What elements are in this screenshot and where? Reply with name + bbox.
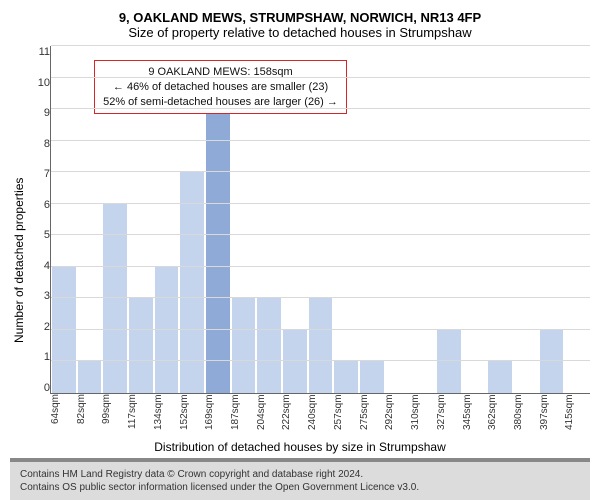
annotation-line2: ← 46% of detached houses are smaller (23… xyxy=(103,80,338,95)
y-axis-label: Number of detached properties xyxy=(10,46,28,434)
x-tick: 327sqm xyxy=(436,394,462,434)
bar xyxy=(308,298,334,393)
x-tick: 117sqm xyxy=(127,394,153,434)
gridline xyxy=(51,108,590,109)
x-tick: 82sqm xyxy=(76,394,102,434)
y-tick: 2 xyxy=(28,321,50,333)
chart-container: 9, OAKLAND MEWS, STRUMPSHAW, NORWICH, NR… xyxy=(0,0,600,500)
gridline xyxy=(51,329,590,330)
x-tick: 292sqm xyxy=(384,394,410,434)
y-tick: 1 xyxy=(28,351,50,363)
bar-highlight xyxy=(205,109,231,393)
annotation-box: 9 OAKLAND MEWS: 158sqm ← 46% of detached… xyxy=(94,60,347,115)
bar-slot xyxy=(359,46,385,393)
y-tick: 9 xyxy=(28,107,50,119)
gridline xyxy=(51,171,590,172)
x-tick: 310sqm xyxy=(410,394,436,434)
bar-slot xyxy=(487,46,513,393)
x-tick: 240sqm xyxy=(307,394,333,434)
x-tick: 64sqm xyxy=(50,394,76,434)
x-tick: 362sqm xyxy=(487,394,513,434)
bar-slot xyxy=(513,46,539,393)
bar-slot xyxy=(539,46,565,393)
chart-title-line1: 9, OAKLAND MEWS, STRUMPSHAW, NORWICH, NR… xyxy=(10,10,590,25)
x-tick: 99sqm xyxy=(101,394,127,434)
y-tick: 11 xyxy=(28,46,50,58)
gridline xyxy=(51,140,590,141)
x-tick: 380sqm xyxy=(513,394,539,434)
y-tick: 6 xyxy=(28,199,50,211)
bar-slot xyxy=(51,46,77,393)
chart-body: Number of detached properties 1110987654… xyxy=(10,46,590,434)
x-tick: 257sqm xyxy=(333,394,359,434)
x-axis-label: Distribution of detached houses by size … xyxy=(10,434,590,458)
footer: Contains HM Land Registry data © Crown c… xyxy=(10,458,590,500)
gridline xyxy=(51,45,590,46)
y-tick: 3 xyxy=(28,290,50,302)
x-tick: 169sqm xyxy=(204,394,230,434)
x-tick: 275sqm xyxy=(359,394,385,434)
y-tick: 10 xyxy=(28,77,50,89)
bar xyxy=(128,298,154,393)
y-axis-ticks: 11109876543210 xyxy=(28,46,50,434)
bar xyxy=(487,361,513,393)
bar xyxy=(256,298,282,393)
y-tick: 8 xyxy=(28,138,50,150)
bar xyxy=(231,298,257,393)
y-tick: 4 xyxy=(28,260,50,272)
x-tick: 204sqm xyxy=(256,394,282,434)
x-tick: 187sqm xyxy=(230,394,256,434)
bar-slot xyxy=(564,46,590,393)
y-tick: 0 xyxy=(28,382,50,394)
x-tick: 345sqm xyxy=(462,394,488,434)
gridline xyxy=(51,77,590,78)
bar xyxy=(333,361,359,393)
gridline xyxy=(51,234,590,235)
bar xyxy=(77,361,103,393)
footer-line2: Contains OS public sector information li… xyxy=(20,481,580,494)
bar xyxy=(359,361,385,393)
bar-slot xyxy=(410,46,436,393)
y-tick: 7 xyxy=(28,168,50,180)
gridline xyxy=(51,297,590,298)
plot-area: 9 OAKLAND MEWS: 158sqm ← 46% of detached… xyxy=(50,46,590,394)
chart-title-line2: Size of property relative to detached ho… xyxy=(10,25,590,40)
x-tick: 397sqm xyxy=(539,394,565,434)
plot-column: 9 OAKLAND MEWS: 158sqm ← 46% of detached… xyxy=(50,46,590,434)
y-tick: 5 xyxy=(28,229,50,241)
x-tick: 152sqm xyxy=(179,394,205,434)
gridline xyxy=(51,360,590,361)
x-tick: 134sqm xyxy=(153,394,179,434)
bar-slot xyxy=(436,46,462,393)
gridline xyxy=(51,203,590,204)
x-tick: 415sqm xyxy=(564,394,590,434)
x-axis-ticks: 64sqm82sqm99sqm117sqm134sqm152sqm169sqm1… xyxy=(50,394,590,434)
bar-slot xyxy=(385,46,411,393)
bar-slot xyxy=(462,46,488,393)
footer-line1: Contains HM Land Registry data © Crown c… xyxy=(20,468,580,481)
gridline xyxy=(51,266,590,267)
x-tick: 222sqm xyxy=(281,394,307,434)
